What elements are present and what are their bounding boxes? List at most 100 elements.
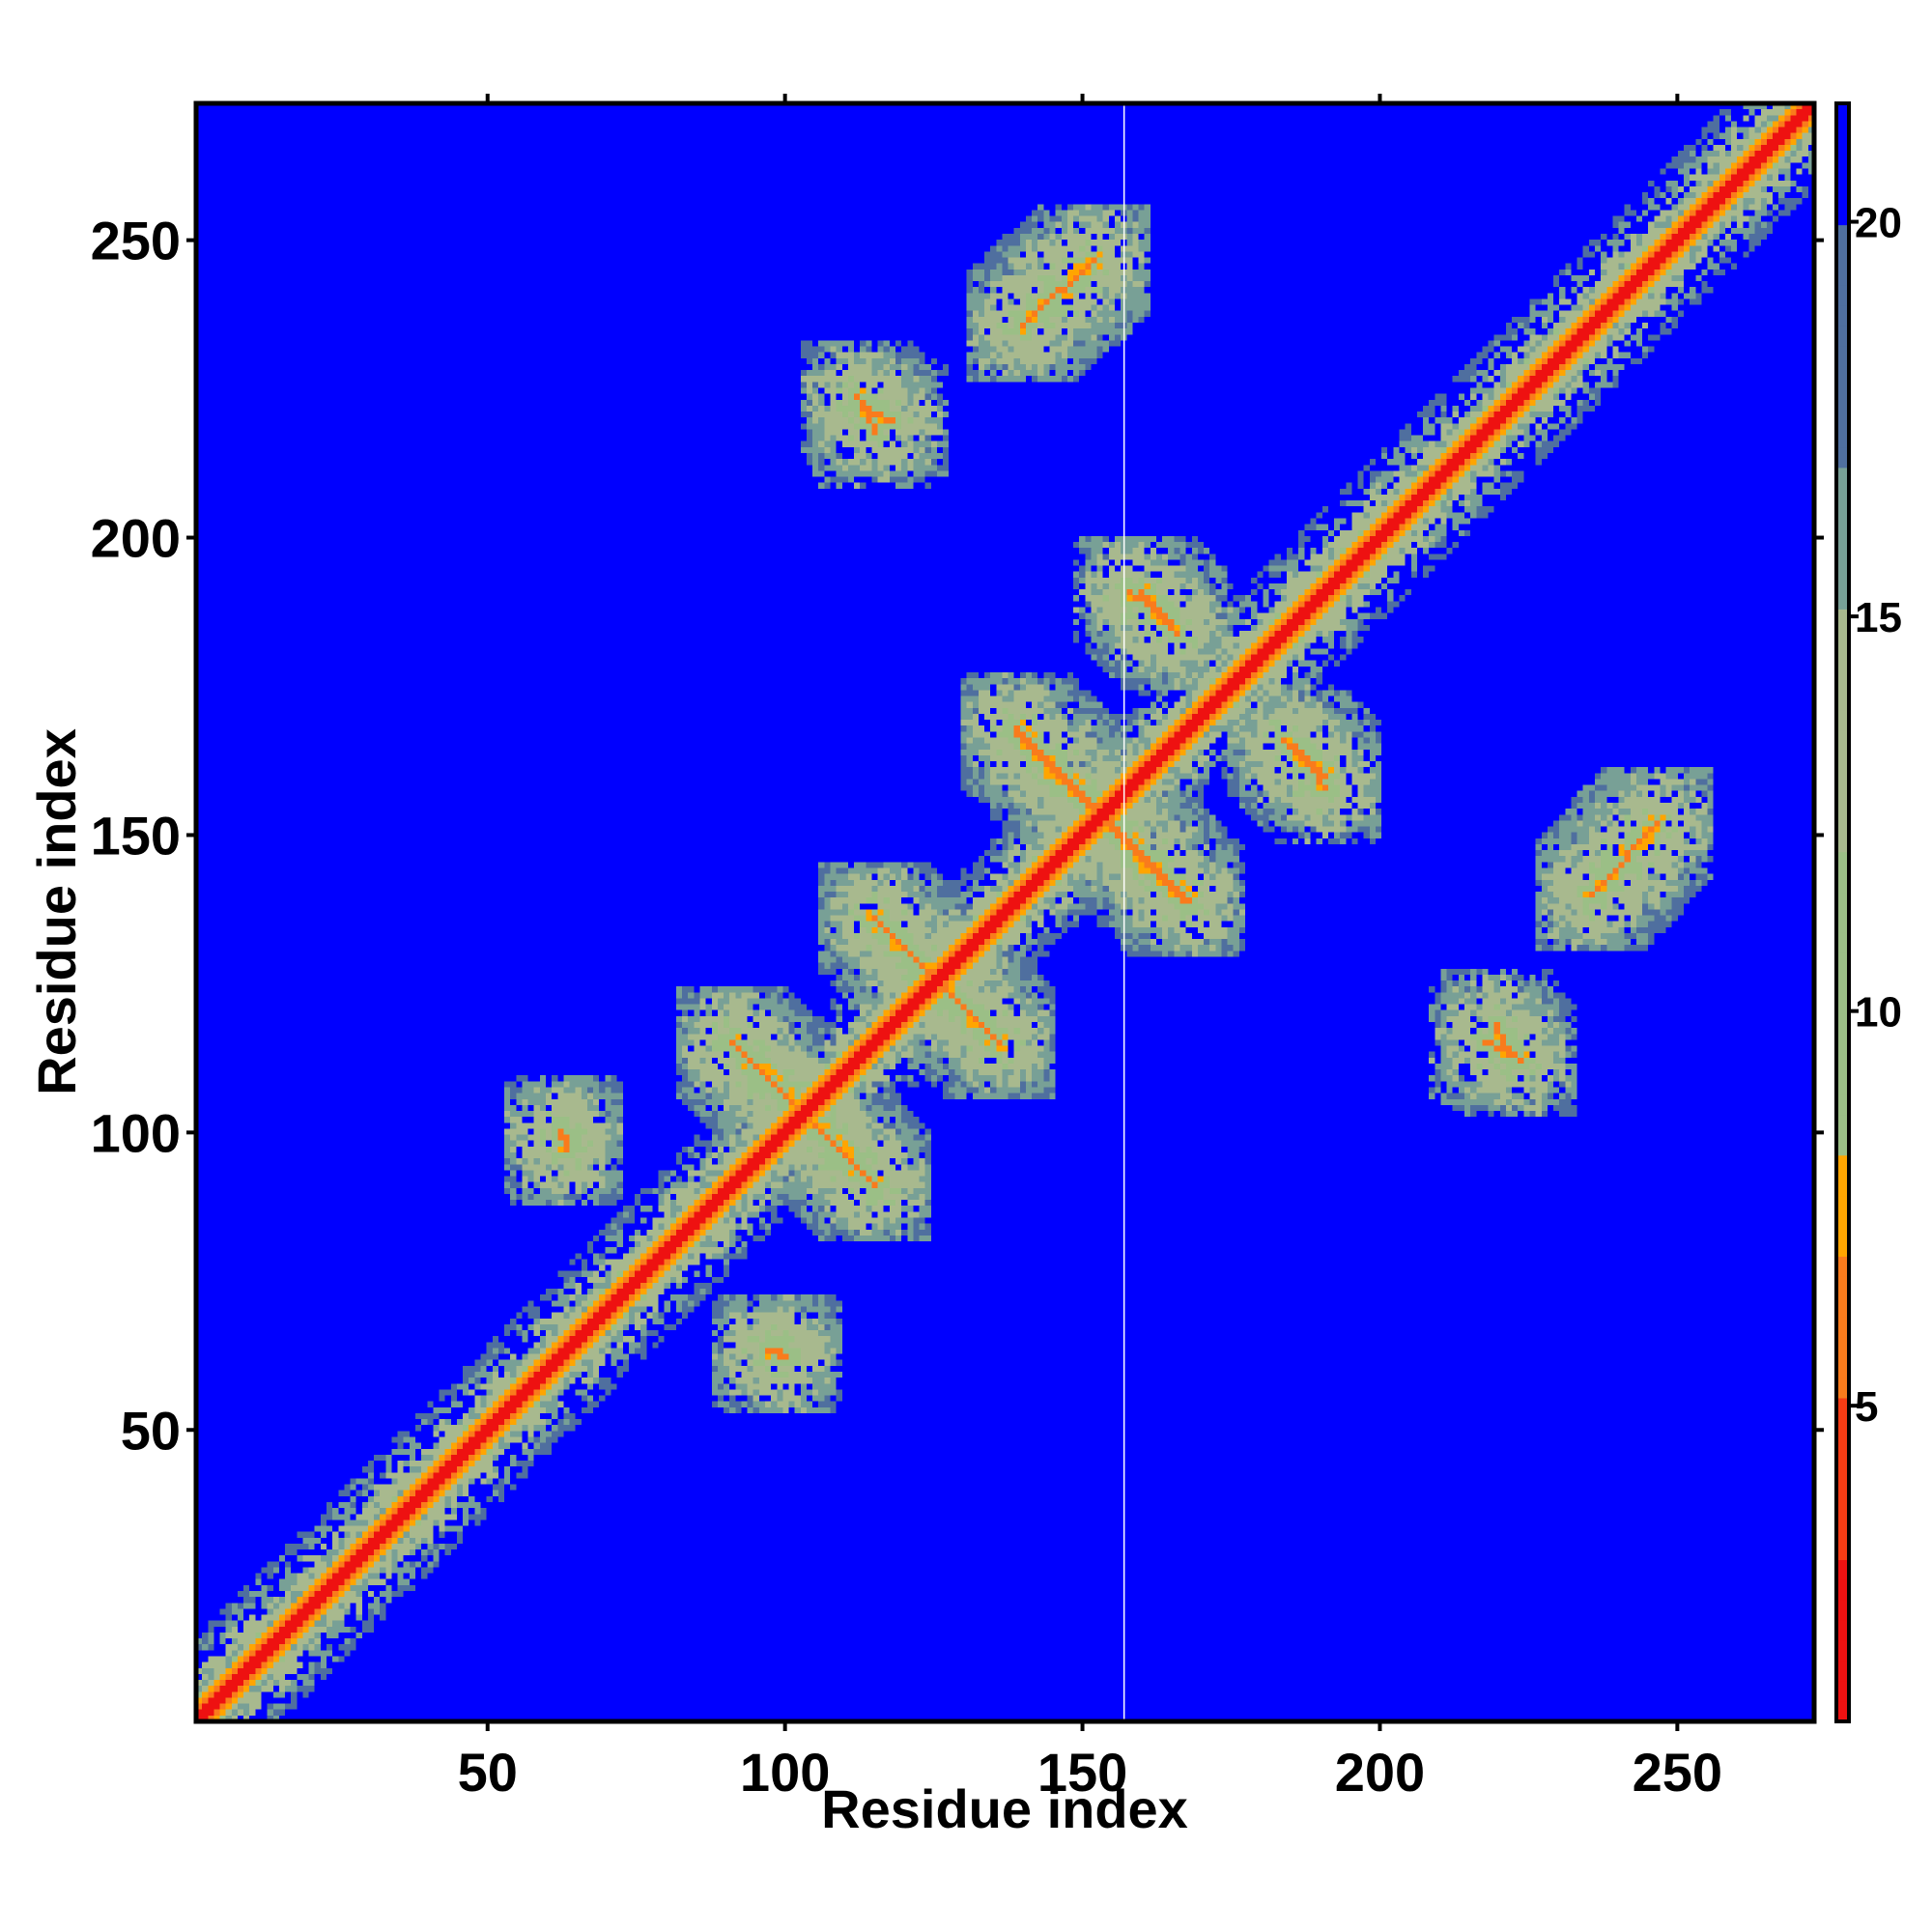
colorbar-segment xyxy=(1836,487,1849,509)
colorbar-segment xyxy=(1836,710,1849,731)
colorbar-segment xyxy=(1836,649,1849,670)
colorbar-segment xyxy=(1836,1317,1849,1338)
colorbar-segment xyxy=(1836,952,1849,974)
colorbar-segment xyxy=(1836,467,1849,489)
colorbar-segment xyxy=(1836,123,1849,145)
colorbar-segment xyxy=(1836,285,1849,306)
colorbar-segment xyxy=(1836,1640,1849,1662)
colorbar-segment xyxy=(1836,184,1849,206)
colorbar-segment xyxy=(1836,1337,1849,1358)
colorbar-segment xyxy=(1836,1296,1849,1318)
colorbar-segment xyxy=(1836,265,1849,286)
x-tick-label: 150 xyxy=(1037,1742,1127,1803)
colorbar-segment xyxy=(1836,790,1849,812)
colorbar-segment xyxy=(1836,1437,1849,1460)
colorbar-segment xyxy=(1836,1458,1849,1480)
y-tick-label: 100 xyxy=(91,1102,181,1163)
colorbar-tick-label: 15 xyxy=(1855,594,1902,641)
colorbar-segment xyxy=(1836,143,1849,165)
colorbar-segment xyxy=(1836,932,1849,953)
colorbar-segment xyxy=(1836,1154,1849,1177)
colorbar-segment xyxy=(1836,851,1849,873)
colorbar-segment xyxy=(1836,669,1849,691)
colorbar-segment xyxy=(1836,1378,1849,1399)
colorbar-segment xyxy=(1836,1661,1849,1682)
colorbar-tick-label: 5 xyxy=(1855,1383,1878,1431)
colorbar-segment xyxy=(1836,1539,1849,1560)
colorbar-segment xyxy=(1836,1398,1849,1419)
colorbar-segment xyxy=(1836,527,1849,550)
colorbar-segment xyxy=(1836,609,1849,630)
plot-frame xyxy=(193,100,1817,1724)
colorbar-segment xyxy=(1836,1114,1849,1136)
colorbar-segment xyxy=(1836,1215,1849,1236)
colorbar-segment xyxy=(1836,224,1849,246)
colorbar-segment xyxy=(1836,326,1849,347)
y-axis-title: Residue index xyxy=(26,728,87,1095)
colorbar-segment xyxy=(1836,427,1849,448)
colorbar-segment xyxy=(1836,629,1849,650)
colorbar-segment xyxy=(1836,751,1849,772)
y-tick-label: 50 xyxy=(121,1400,181,1461)
colorbar-segment xyxy=(1836,163,1849,185)
heatmap-image xyxy=(196,103,1814,1721)
colorbar-segment xyxy=(1836,1519,1849,1541)
x-tick-label: 100 xyxy=(740,1742,830,1803)
colorbar-segment xyxy=(1836,1236,1849,1257)
colorbar-segment xyxy=(1836,446,1849,469)
colorbar-tick-label: 10 xyxy=(1855,989,1902,1037)
colorbar-segment xyxy=(1836,1579,1849,1601)
colorbar-segment xyxy=(1836,204,1849,226)
colorbar-segment xyxy=(1836,305,1849,327)
colorbar-segment xyxy=(1836,1417,1849,1439)
y-tick-label: 150 xyxy=(91,805,181,866)
colorbar-segment xyxy=(1836,831,1849,853)
x-tick-label: 50 xyxy=(458,1742,518,1803)
colorbar-segment xyxy=(1836,103,1849,125)
colorbar-segment xyxy=(1836,993,1849,1014)
colorbar-segment xyxy=(1836,1094,1849,1116)
x-tick-label: 200 xyxy=(1335,1742,1425,1803)
colorbar-segment xyxy=(1836,548,1849,570)
colorbar-segment xyxy=(1836,588,1849,610)
colorbar-segment xyxy=(1836,770,1849,792)
colorbar-frame xyxy=(1834,101,1851,1723)
colorbar-segment xyxy=(1836,1620,1849,1641)
colorbar-segment xyxy=(1836,1134,1849,1156)
colorbar-segment xyxy=(1836,1034,1849,1055)
colorbar-segment xyxy=(1836,1478,1849,1500)
colorbar-tick-label: 20 xyxy=(1855,200,1902,247)
colorbar-segment xyxy=(1836,346,1849,367)
plot-area xyxy=(196,103,1814,1721)
colorbar-segment xyxy=(1836,1276,1849,1297)
colorbar-segment xyxy=(1836,386,1849,408)
colorbar-segment xyxy=(1836,1195,1849,1217)
colorbar-segment xyxy=(1836,366,1849,387)
colorbar-segment xyxy=(1836,1357,1849,1378)
x-axis-title: Residue index xyxy=(821,1778,1188,1839)
colorbar-segment xyxy=(1836,892,1849,913)
colorbar-segment xyxy=(1836,507,1849,529)
colorbar-segment xyxy=(1836,1600,1849,1621)
colorbar-segment xyxy=(1836,1175,1849,1197)
y-axis: 50 100 150 200 250 xyxy=(91,211,1824,1461)
colorbar-segment xyxy=(1836,690,1849,711)
y-tick-label: 200 xyxy=(91,508,181,569)
colorbar-segment xyxy=(1836,1256,1849,1277)
colorbar-segment xyxy=(1836,1681,1849,1702)
colorbar: 5 10 15 20 xyxy=(1834,101,1902,1723)
colorbar-segment xyxy=(1836,810,1849,833)
colorbar-segment xyxy=(1836,244,1849,266)
colorbar-segment xyxy=(1836,1054,1849,1075)
colorbar-segment xyxy=(1836,973,1849,994)
colorbar-segment xyxy=(1836,1013,1849,1035)
colorbar-segment xyxy=(1836,568,1849,589)
x-axis: 50 100 150 200 250 xyxy=(458,94,1722,1803)
colorbar-segment xyxy=(1836,407,1849,428)
colorbar-segment xyxy=(1836,1701,1849,1722)
colorbar-segment xyxy=(1836,912,1849,933)
y-tick-label: 250 xyxy=(91,211,181,271)
colorbar-segment xyxy=(1836,871,1849,894)
colorbar-segment xyxy=(1836,1498,1849,1520)
